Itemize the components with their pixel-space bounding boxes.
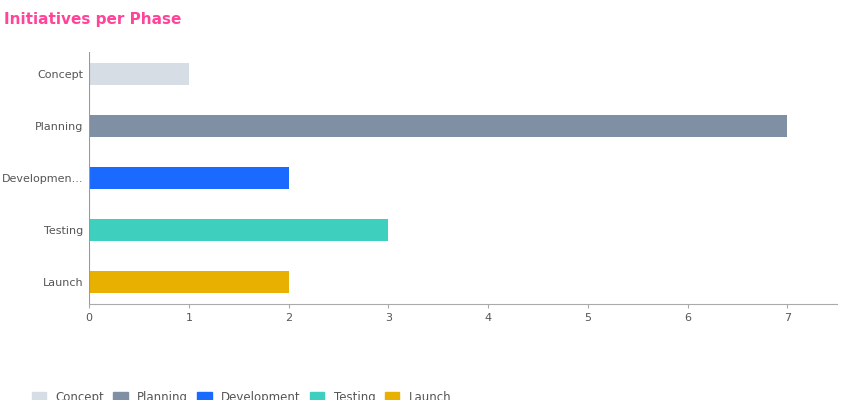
- Text: Initiatives per Phase: Initiatives per Phase: [4, 12, 182, 27]
- Bar: [89, 115, 787, 137]
- Bar: [89, 64, 189, 85]
- Bar: [89, 271, 289, 292]
- Bar: [89, 167, 289, 189]
- Bar: [89, 219, 388, 241]
- Legend: Concept, Planning, Development, Testing, Launch: Concept, Planning, Development, Testing,…: [31, 391, 451, 400]
